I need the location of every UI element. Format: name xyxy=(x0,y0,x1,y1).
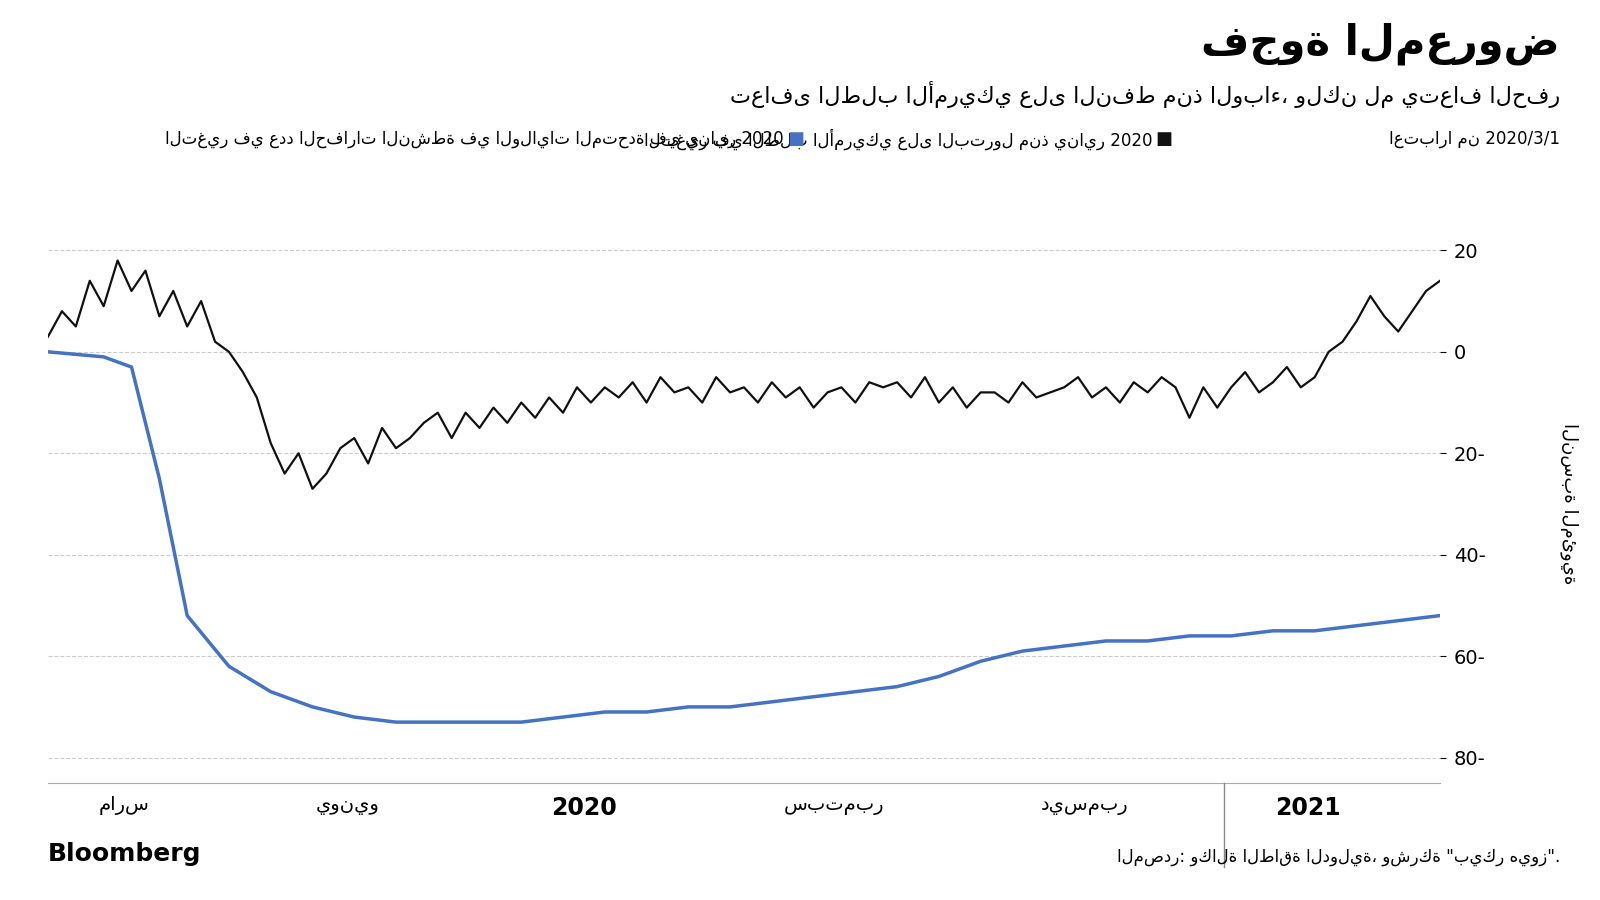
Text: التغير في عدد الحفارات النشطة في الولايات المتحدة في يناير 2020: التغير في عدد الحفارات النشطة في الولايا… xyxy=(165,130,784,148)
Text: المصدر: وكالة الطاقة الدولية، وشركة "بيكر هيوز".: المصدر: وكالة الطاقة الدولية، وشركة "بيك… xyxy=(1117,848,1560,866)
Y-axis label: النسبة المئوية: النسبة المئوية xyxy=(1560,423,1578,585)
Text: التغير في الطلب الأمريكي على البترول منذ يناير 2020: التغير في الطلب الأمريكي على البترول منذ… xyxy=(643,129,1152,150)
Text: ■: ■ xyxy=(787,130,805,148)
Text: تعافى الطلب الأمريكي على النفط منذ الوباء، ولكن لم يتعاف الحفر: تعافى الطلب الأمريكي على النفط منذ الوبا… xyxy=(730,81,1560,108)
Text: Bloomberg: Bloomberg xyxy=(48,842,202,866)
Text: اعتبارا من 2020/3/1: اعتبارا من 2020/3/1 xyxy=(1389,130,1560,148)
Text: ■: ■ xyxy=(1155,130,1173,148)
Text: فجوة المعروض: فجوة المعروض xyxy=(1202,22,1560,65)
